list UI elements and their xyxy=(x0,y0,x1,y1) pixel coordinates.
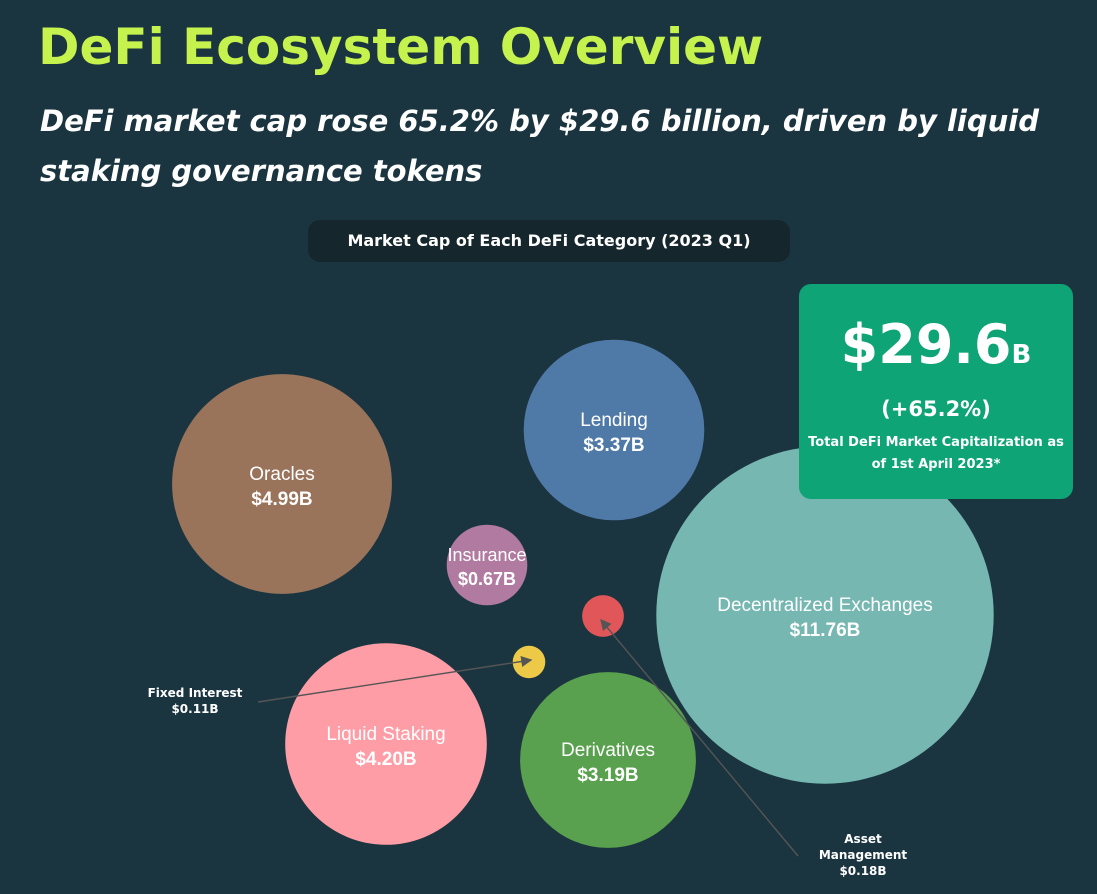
bubble-lending xyxy=(523,339,705,521)
callout-value-fixed-interest: $0.11B xyxy=(171,702,218,716)
callout-line-fixed-interest xyxy=(257,655,533,703)
bubble-asset-management xyxy=(582,595,624,637)
bubble-value-lending: $3.37B xyxy=(583,435,644,456)
bubble-oracles xyxy=(172,374,392,594)
bubble-label-derivatives: Derivatives xyxy=(561,740,655,761)
callout-label-asset-management: Management xyxy=(819,848,908,862)
kpi-amount: $29.6 xyxy=(840,313,1012,376)
total-market-cap-card: $29.6B (+65.2%) Total DeFi Market Capita… xyxy=(799,284,1073,499)
callout-value-asset-management: $0.18B xyxy=(839,864,886,878)
bubble-label-decentralized-exchanges: Decentralized Exchanges xyxy=(717,595,932,616)
bubble-value-liquid-staking: $4.20B xyxy=(355,749,416,770)
bubble-insurance xyxy=(446,524,528,606)
page-title: DeFi Ecosystem Overview xyxy=(38,18,764,76)
bubble-label-lending: Lending xyxy=(580,410,648,431)
bubble-value-decentralized-exchanges: $11.76B xyxy=(790,620,861,641)
bubble-decentralized-exchanges xyxy=(656,446,994,784)
bubbles: Oracles $4.99B Lending $3.37B Insurance $0.67… xyxy=(172,339,994,848)
chart-title: Market Cap of Each DeFi Category (2023 Q… xyxy=(308,220,790,262)
callout-label-fixed-interest: Fixed Interest xyxy=(148,686,243,700)
bubble-value-oracles: $4.99B xyxy=(251,489,312,510)
page-subtitle: DeFi market cap rose 65.2% by $29.6 bill… xyxy=(40,104,1039,188)
market-cap-caption: Total DeFi Market Capitalization as of 1… xyxy=(808,435,1064,472)
market-cap-change: (+65.2%) xyxy=(881,397,991,421)
callout-label-asset-management: Asset xyxy=(844,832,882,846)
callout-line-asset-management xyxy=(600,618,799,857)
bubble-label-oracles: Oracles xyxy=(249,464,314,485)
bubble-label-insurance: Insurance xyxy=(447,545,526,565)
total-market-cap-value: $29.6B xyxy=(799,312,1073,388)
bubble-liquid-staking xyxy=(285,643,487,845)
bubble-derivatives xyxy=(520,672,696,848)
callouts: Fixed Interest $0.11B Asset Management $0.18… xyxy=(148,618,908,878)
kpi-unit: B xyxy=(1011,340,1032,370)
bubble-value-insurance: $0.67B xyxy=(458,569,516,589)
bubble-value-derivatives: $3.19B xyxy=(577,765,638,786)
bubble-label-liquid-staking: Liquid Staking xyxy=(326,724,445,745)
